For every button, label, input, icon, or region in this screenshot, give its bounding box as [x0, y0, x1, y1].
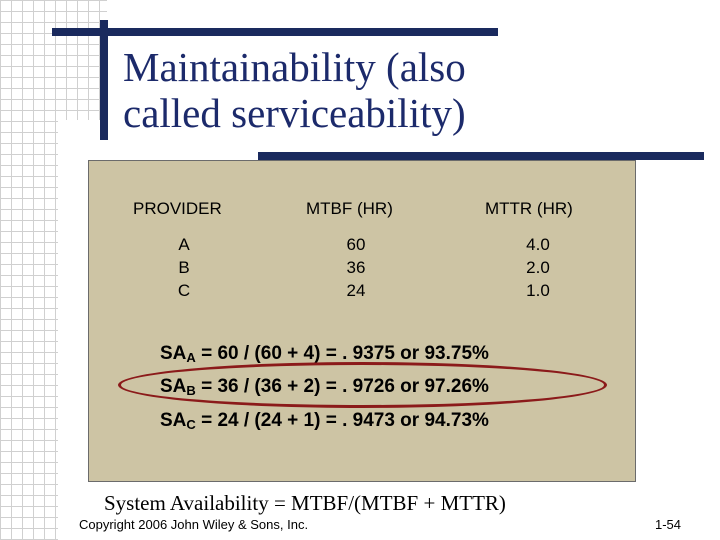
- provider-c: C: [177, 281, 191, 300]
- title-line-2: called serviceability): [123, 90, 466, 136]
- calc-subscript: A: [186, 350, 196, 365]
- mttr-c: 1.0: [526, 281, 550, 300]
- mtbf-column: 60 36 24: [336, 233, 376, 302]
- calc-sa-a: SAA = 60 / (60 + 4) = . 9375 or 93.75%: [160, 343, 489, 365]
- page-number: 1-54: [655, 517, 682, 532]
- calc-expression: = 60 / (60 + 4) = . 9375 or 93.75%: [195, 343, 489, 364]
- calc-expression: = 24 / (24 + 1) = . 9473 or 94.73%: [195, 410, 489, 431]
- title-line-1: Maintainability (also: [123, 44, 466, 90]
- mtbf-b: 36: [346, 258, 366, 277]
- calc-subscript: C: [186, 417, 196, 432]
- header-mtbf: MTBF (HR): [306, 199, 393, 218]
- highlight-ellipse: [118, 362, 607, 408]
- provider-b: B: [178, 258, 190, 277]
- left-vertical-rule: [100, 20, 108, 140]
- mtbf-c: 24: [346, 281, 366, 300]
- calc-prefix: SA: [160, 410, 187, 431]
- provider-column: A B C: [164, 233, 204, 302]
- top-rule: [52, 28, 498, 36]
- calc-prefix: SA: [160, 343, 187, 364]
- mtbf-a: 60: [346, 235, 366, 254]
- copyright-text: Copyright 2006 John Wiley & Sons, Inc.: [79, 517, 309, 532]
- mttr-a: 4.0: [526, 235, 550, 254]
- header-mttr: MTTR (HR): [485, 199, 573, 218]
- content-panel: [88, 160, 636, 482]
- mttr-column: 4.0 2.0 1.0: [516, 233, 560, 302]
- calc-sa-c: SAC = 24 / (24 + 1) = . 9473 or 94.73%: [160, 410, 489, 432]
- availability-formula: System Availability = MTBF/(MTBF + MTTR): [104, 491, 506, 515]
- bottom-rule: [258, 152, 704, 160]
- header-provider: PROVIDER: [133, 199, 222, 218]
- provider-a: A: [178, 235, 190, 254]
- slide-title: Maintainability (also called serviceabil…: [123, 44, 466, 136]
- mttr-b: 2.0: [526, 258, 550, 277]
